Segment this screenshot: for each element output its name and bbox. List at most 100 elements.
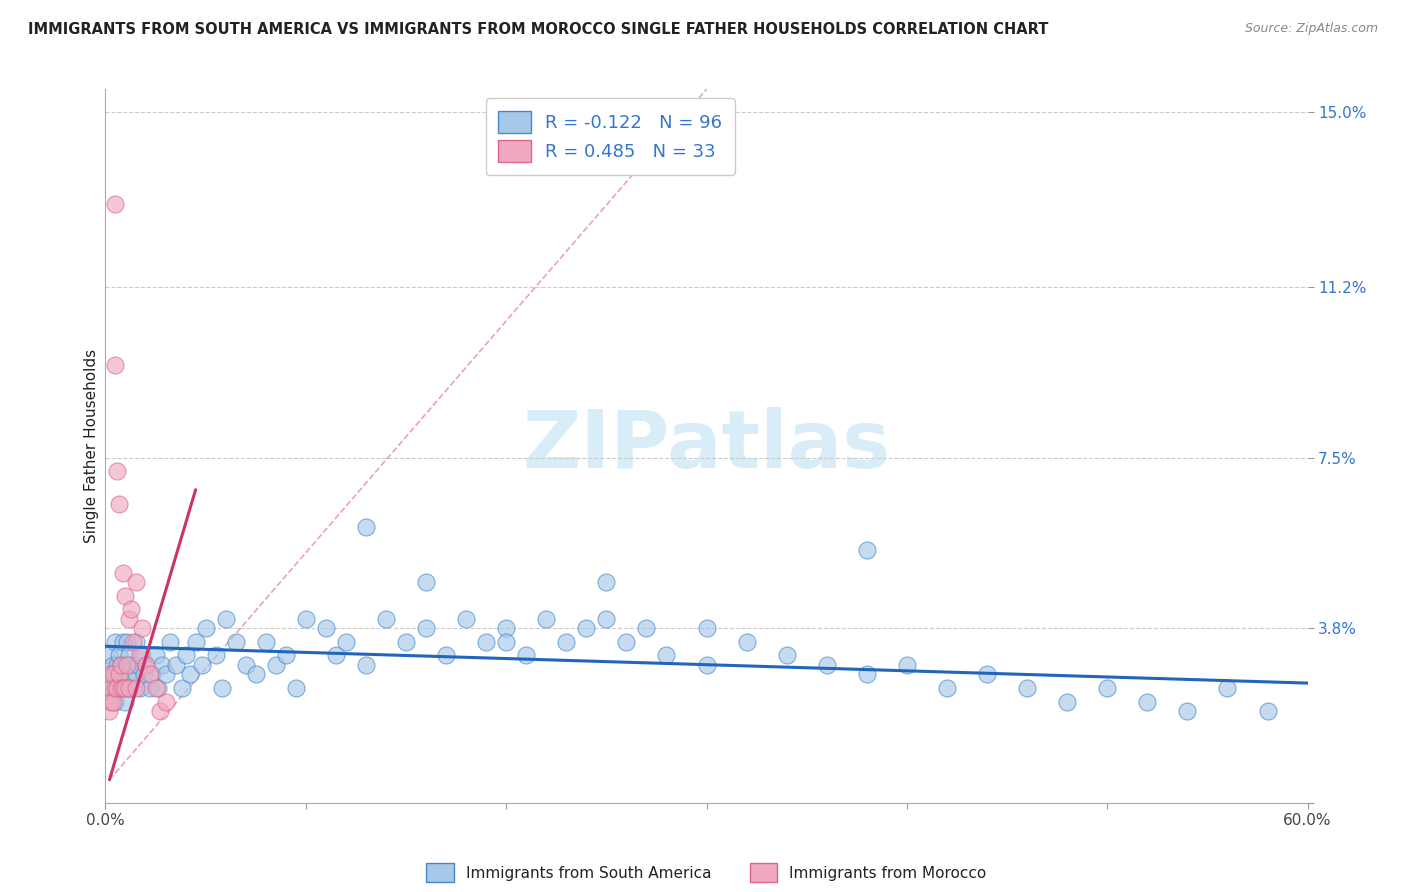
Point	[636, 621, 658, 635]
Point	[118, 612, 141, 626]
Point	[855, 542, 877, 557]
Point	[118, 681, 141, 695]
Point	[374, 612, 398, 626]
Point	[138, 681, 160, 695]
Point	[108, 648, 131, 663]
Point	[117, 634, 139, 648]
Point	[225, 634, 247, 648]
Point	[145, 681, 167, 695]
Point	[104, 666, 127, 681]
Point	[274, 648, 297, 663]
Point	[1097, 681, 1119, 695]
Point	[107, 464, 129, 478]
Point	[1136, 694, 1159, 708]
Point	[131, 648, 153, 663]
Point	[896, 657, 918, 672]
Point	[114, 681, 136, 695]
Point	[696, 657, 718, 672]
Point	[104, 681, 127, 695]
Point	[696, 621, 718, 635]
Point	[128, 648, 150, 663]
Point	[776, 648, 799, 663]
Point	[121, 602, 143, 616]
Point	[110, 657, 132, 672]
Point	[104, 359, 127, 373]
Point	[595, 612, 617, 626]
Point	[575, 621, 598, 635]
Point	[534, 612, 557, 626]
Point	[128, 681, 150, 695]
Point	[112, 666, 135, 681]
Point	[112, 634, 135, 648]
Point	[495, 634, 517, 648]
Point	[138, 666, 160, 681]
Point	[124, 681, 146, 695]
Point	[315, 621, 337, 635]
Point	[118, 648, 141, 663]
Point	[174, 648, 197, 663]
Point	[100, 666, 122, 681]
Point	[165, 657, 187, 672]
Point	[211, 681, 233, 695]
Point	[141, 666, 163, 681]
Legend: Immigrants from South America, Immigrants from Morocco: Immigrants from South America, Immigrant…	[420, 857, 993, 888]
Point	[284, 681, 307, 695]
Point	[100, 681, 122, 695]
Point	[135, 657, 157, 672]
Point	[124, 634, 146, 648]
Point	[103, 666, 125, 681]
Point	[148, 704, 170, 718]
Point	[107, 681, 129, 695]
Point	[107, 657, 129, 672]
Point	[114, 657, 136, 672]
Point	[110, 681, 132, 695]
Y-axis label: Single Father Households: Single Father Households	[83, 349, 98, 543]
Point	[976, 666, 998, 681]
Point	[108, 681, 131, 695]
Point	[595, 574, 617, 589]
Point	[114, 681, 136, 695]
Point	[1257, 704, 1279, 718]
Point	[117, 666, 139, 681]
Point	[98, 704, 121, 718]
Point	[98, 648, 121, 663]
Text: IMMIGRANTS FROM SOUTH AMERICA VS IMMIGRANTS FROM MOROCCO SINGLE FATHER HOUSEHOLD: IMMIGRANTS FROM SOUTH AMERICA VS IMMIGRA…	[28, 22, 1049, 37]
Point	[855, 666, 877, 681]
Point	[155, 666, 177, 681]
Point	[214, 612, 236, 626]
Point	[124, 666, 146, 681]
Point	[936, 681, 959, 695]
Point	[131, 621, 153, 635]
Point	[616, 634, 638, 648]
Point	[146, 681, 169, 695]
Point	[110, 681, 132, 695]
Point	[235, 657, 257, 672]
Point	[112, 566, 135, 580]
Text: Source: ZipAtlas.com: Source: ZipAtlas.com	[1244, 22, 1378, 36]
Point	[108, 666, 131, 681]
Point	[495, 621, 517, 635]
Point	[555, 634, 578, 648]
Point	[118, 681, 141, 695]
Point	[103, 681, 125, 695]
Point	[254, 634, 277, 648]
Point	[475, 634, 498, 648]
Point	[415, 574, 437, 589]
Point	[98, 666, 121, 681]
Point	[1216, 681, 1239, 695]
Point	[124, 574, 146, 589]
Point	[122, 634, 145, 648]
Point	[121, 657, 143, 672]
Point	[264, 657, 287, 672]
Point	[127, 657, 149, 672]
Point	[335, 634, 357, 648]
Point	[735, 634, 758, 648]
Point	[150, 657, 173, 672]
Point	[104, 694, 127, 708]
Point	[112, 681, 135, 695]
Point	[515, 648, 537, 663]
Point	[103, 657, 125, 672]
Point	[325, 648, 347, 663]
Point	[655, 648, 678, 663]
Point	[117, 657, 139, 672]
